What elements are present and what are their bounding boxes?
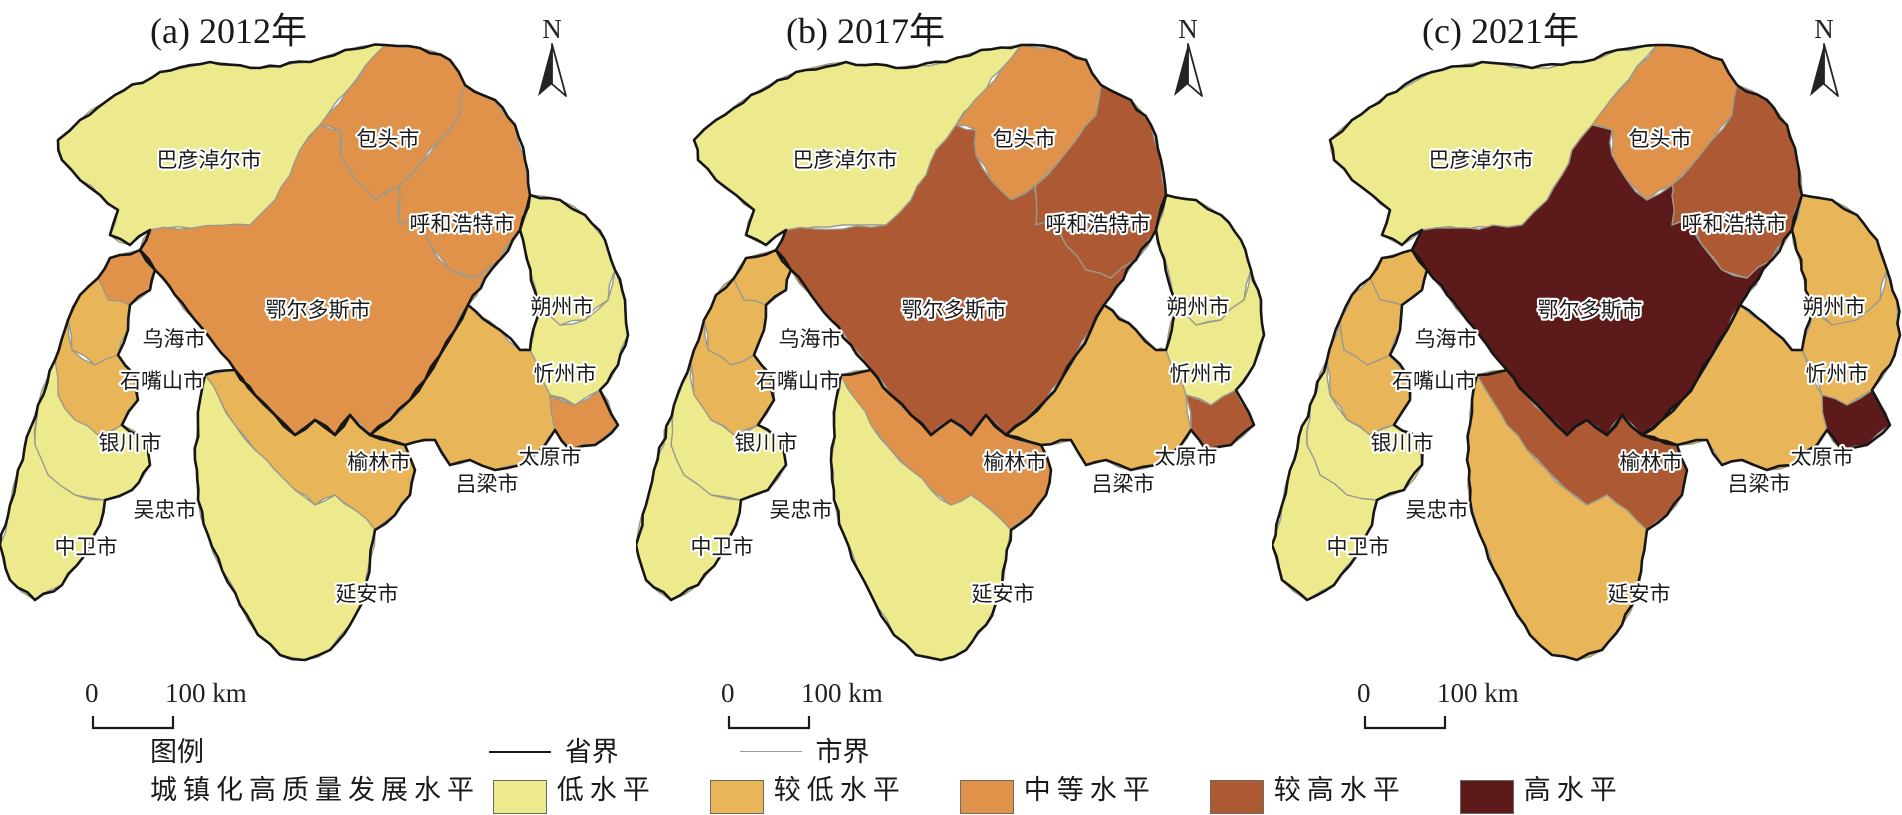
svg-text:100 km: 100 km	[165, 678, 247, 708]
svg-text:100 km: 100 km	[1437, 678, 1519, 708]
svg-text:0: 0	[1357, 678, 1371, 708]
svg-text:100 km: 100 km	[801, 678, 883, 708]
svg-text:0: 0	[721, 678, 735, 708]
svg-text:0: 0	[85, 678, 99, 708]
